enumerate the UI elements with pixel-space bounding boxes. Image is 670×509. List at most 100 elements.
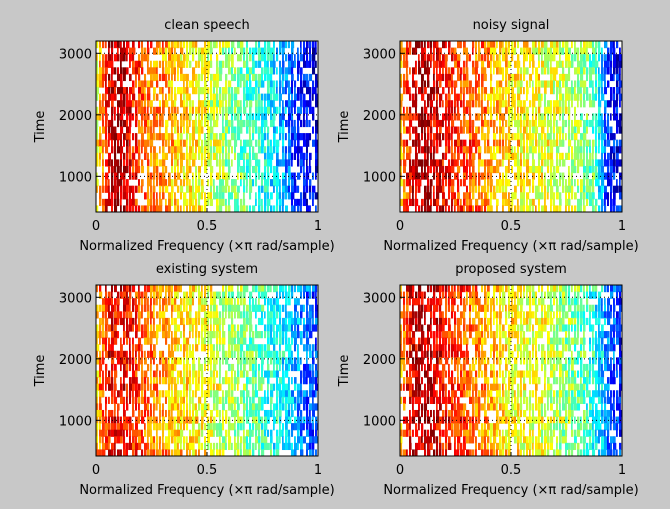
heatmap-cell <box>258 403 261 411</box>
heatmap-cell <box>469 87 472 95</box>
heatmap-cell <box>565 198 569 207</box>
heatmap-cell <box>246 383 248 391</box>
heatmap-cell <box>616 119 620 128</box>
heatmap-cell <box>207 146 210 154</box>
heatmap-cell <box>96 54 98 62</box>
heatmap-cell <box>189 205 192 212</box>
heatmap-cell <box>186 423 189 431</box>
heatmap-cell <box>150 106 153 114</box>
heatmap-cell <box>478 87 480 95</box>
heatmap-cell <box>303 73 306 82</box>
heatmap-cell <box>267 152 271 160</box>
heatmap-cell <box>225 442 227 451</box>
heatmap-cell <box>201 377 204 385</box>
heatmap-cell <box>138 106 142 114</box>
heatmap-cell <box>174 423 176 431</box>
heatmap-cell <box>439 377 442 385</box>
heatmap-cell <box>207 344 210 352</box>
heatmap-cell <box>276 363 279 372</box>
heatmap-cell <box>556 106 560 114</box>
heatmap-cell <box>237 87 240 95</box>
heatmap-cell <box>144 377 147 385</box>
heatmap-cell <box>255 383 257 391</box>
heatmap-cell <box>165 377 168 385</box>
heatmap-cell <box>111 429 115 437</box>
heatmap-cell <box>141 100 144 108</box>
heatmap-cell <box>240 436 243 444</box>
heatmap-cell <box>219 331 221 339</box>
heatmap-cell <box>129 390 132 398</box>
heatmap-cell <box>216 344 219 352</box>
heatmap-cell <box>180 304 182 312</box>
heatmap-cell <box>237 337 240 345</box>
heatmap-cell <box>589 139 591 147</box>
heatmap-cell <box>288 291 291 299</box>
heatmap-cell <box>255 87 258 95</box>
heatmap-cell <box>96 357 100 365</box>
heatmap-cell <box>445 54 448 62</box>
heatmap-cell <box>586 73 589 82</box>
heatmap-cell <box>571 152 574 160</box>
heatmap-cell <box>547 139 550 147</box>
heatmap-cell <box>415 80 418 88</box>
heatmap-cell <box>228 185 230 193</box>
heatmap-cell <box>565 41 569 49</box>
heatmap-cell <box>147 324 149 332</box>
heatmap-cell <box>529 60 531 68</box>
heatmap-cell <box>213 390 217 398</box>
heatmap-cell <box>141 165 145 174</box>
heatmap-cell <box>210 152 213 160</box>
heatmap-cell <box>553 133 555 141</box>
heatmap-cell <box>454 54 458 62</box>
heatmap-cell <box>183 337 187 345</box>
heatmap-cell <box>231 126 235 134</box>
heatmap-cell <box>514 93 516 101</box>
heatmap-cell <box>264 146 267 154</box>
heatmap-cell <box>490 198 492 207</box>
heatmap-cell <box>126 198 129 207</box>
heatmap-cell <box>246 119 250 128</box>
heatmap-cell <box>315 41 317 49</box>
heatmap-cell <box>616 93 619 101</box>
heatmap-cell <box>294 311 297 319</box>
heatmap-cell <box>219 449 222 456</box>
heatmap-cell <box>273 416 277 424</box>
heatmap-cell <box>448 139 451 147</box>
heatmap-cell <box>580 41 582 49</box>
heatmap-cell <box>487 165 490 174</box>
heatmap-cell <box>114 41 117 49</box>
heatmap-cell <box>204 442 207 451</box>
heatmap-cell <box>183 205 185 212</box>
heatmap-cell <box>99 370 102 378</box>
heatmap-cell <box>150 119 153 128</box>
heatmap-cell <box>535 106 538 114</box>
heatmap-cell <box>198 185 201 193</box>
heatmap-cell <box>141 357 143 365</box>
heatmap-cell <box>150 311 153 319</box>
heatmap-cell <box>412 449 415 456</box>
heatmap-cell <box>418 416 421 424</box>
heatmap-cell <box>616 113 619 121</box>
heatmap-cell <box>117 146 121 154</box>
heatmap-cell <box>108 344 112 352</box>
heatmap-cell <box>583 205 586 212</box>
heatmap-cell <box>96 449 100 456</box>
heatmap-cell <box>195 436 199 444</box>
heatmap-cell <box>102 119 105 128</box>
heatmap-cell <box>511 54 514 62</box>
heatmap-cell <box>159 370 161 378</box>
heatmap-cell <box>445 60 448 68</box>
heatmap-cell <box>108 396 110 404</box>
heatmap-cell <box>610 100 612 108</box>
heatmap-cell <box>415 87 417 95</box>
heatmap-cell <box>424 396 427 404</box>
heatmap-cell <box>433 383 435 391</box>
heatmap-cell <box>117 41 120 49</box>
heatmap-cell <box>168 370 172 378</box>
heatmap-cell <box>586 139 590 147</box>
heatmap-cell <box>105 93 107 101</box>
heatmap-cell <box>141 429 143 437</box>
heatmap-cell <box>129 324 133 332</box>
heatmap-cell <box>297 298 300 306</box>
heatmap-cell <box>270 205 273 212</box>
